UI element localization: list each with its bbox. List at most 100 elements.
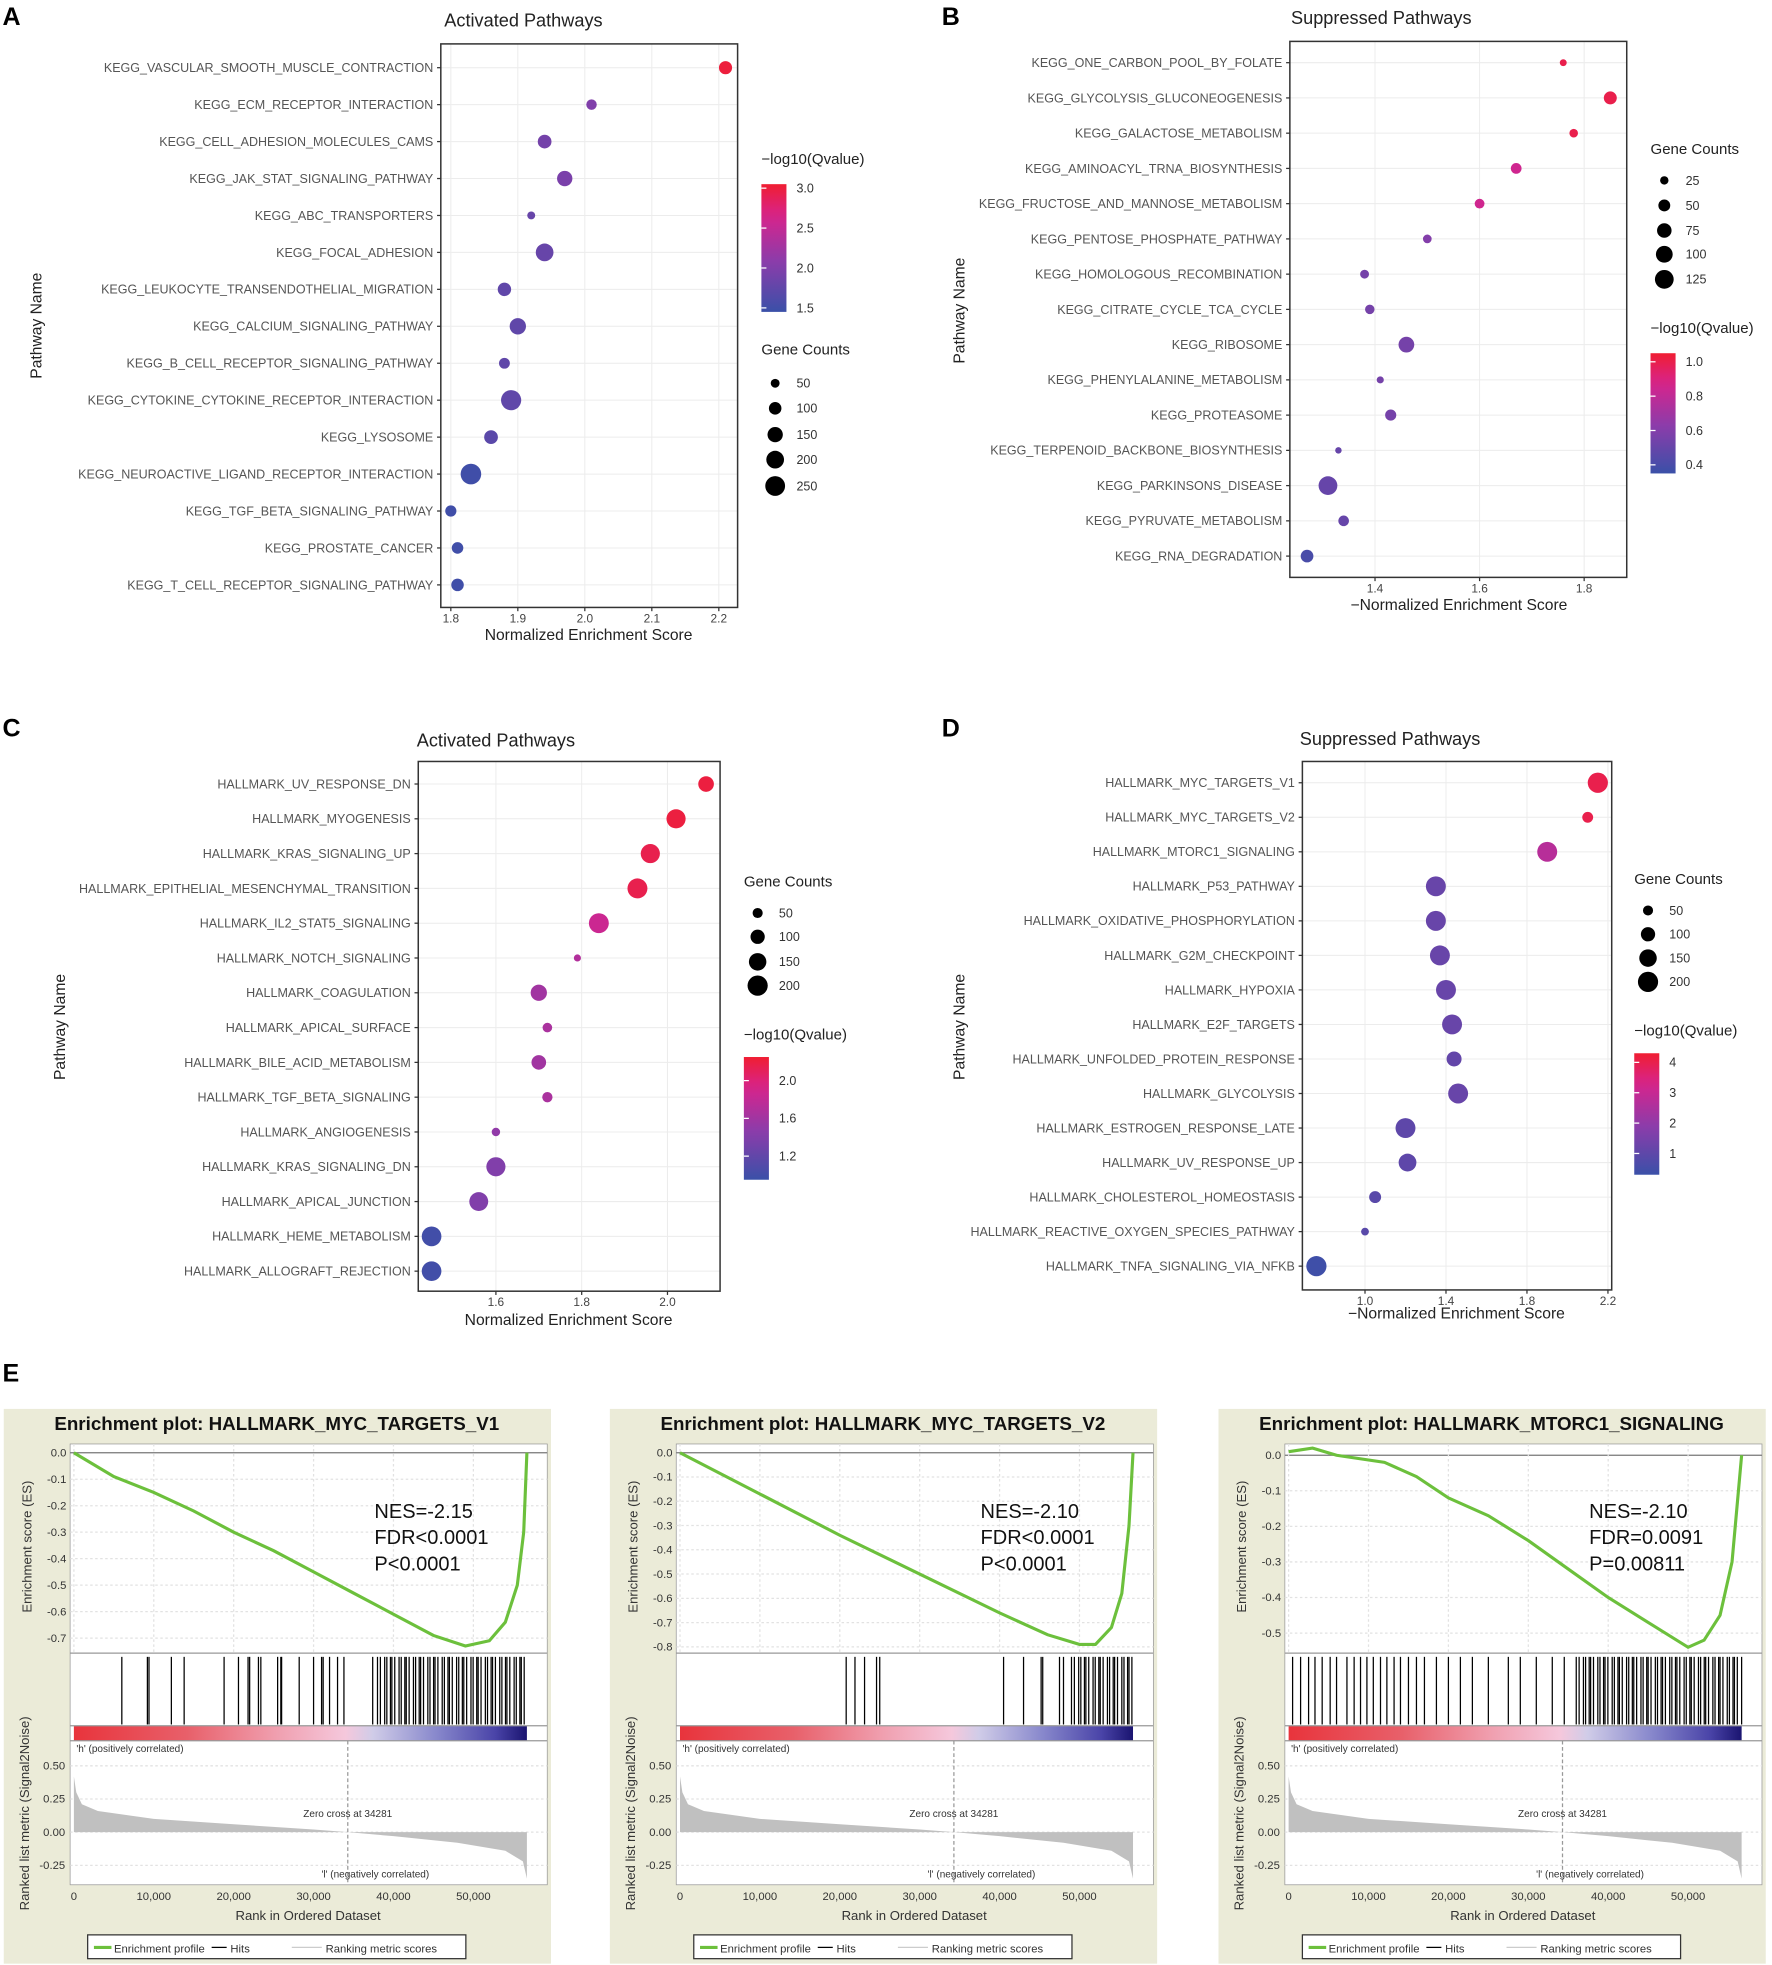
x-tick-label: 1.6: [488, 1295, 505, 1309]
pathway-dot: [1365, 304, 1375, 315]
legend-box: [87, 1934, 467, 1960]
pathway-label: HALLMARK_IL2_STAT5_SIGNALING: [200, 917, 411, 931]
pathway-dot: [497, 282, 512, 297]
pathway-label: HALLMARK_E2F_TARGETS: [1132, 1018, 1295, 1032]
metric-y-tick-label: 0.00: [43, 1827, 65, 1839]
pathway-dot: [1587, 772, 1608, 793]
pathway-dot: [1425, 910, 1446, 931]
fdr-annotation: FDR<0.0001: [981, 1527, 1095, 1549]
metric-y-axis-label: Ranked list metric (Signal2Noise): [17, 1716, 32, 1910]
negatively-correlated-label: 'l' (negatively correlated): [1536, 1869, 1644, 1880]
es-y-tick-label: -0.2: [653, 1496, 672, 1508]
size-legend-dot: [747, 975, 768, 996]
pathway-label: HALLMARK_REACTIVE_OXYGEN_SPECIES_PATHWAY: [971, 1225, 1296, 1239]
p-annotation: P<0.0001: [374, 1553, 460, 1575]
pathway-dot: [535, 243, 554, 262]
metric-y-tick-label: 0.00: [649, 1827, 671, 1839]
ranking-metric-area: [1288, 1776, 1742, 1879]
es-y-axis-label: Enrichment score (ES): [19, 1481, 34, 1613]
pathway-label: HALLMARK_KRAS_SIGNALING_UP: [203, 847, 411, 861]
hits: [845, 1656, 1133, 1725]
x-tick-label: 0: [677, 1891, 683, 1903]
x-tick-label: 40,000: [376, 1891, 410, 1903]
x-tick-label: 30,000: [296, 1891, 330, 1903]
legend: Enrichment profile Hits Ranking metric sco…: [87, 1934, 467, 1960]
x-tick-label: 1.4: [1438, 1294, 1455, 1308]
pathway-label: HALLMARK_MYOGENESIS: [252, 812, 411, 826]
ranking-metric-area: [679, 1776, 1134, 1879]
pathway-dot: [542, 1022, 553, 1033]
pathway-label: KEGG_NEUROACTIVE_LIGAND_RECEPTOR_INTERAC…: [78, 467, 433, 481]
hits: [121, 1656, 525, 1725]
metric-y-axis-label: Ranked list metric (Signal2Noise): [1232, 1716, 1247, 1910]
color-legend-label: 0.4: [1686, 458, 1703, 472]
color-legend-label: 4: [1669, 1056, 1676, 1070]
pathway-dot: [527, 211, 536, 220]
size-legend-label: 150: [796, 428, 817, 442]
size-legend-dot: [1654, 269, 1674, 289]
color-scale-bar: [1634, 1053, 1660, 1175]
x-tick-label: 1.8: [1519, 1294, 1536, 1308]
x-tick-label: 20,000: [823, 1891, 857, 1903]
color-legend-title: −log10(Qvalue): [744, 1026, 847, 1043]
es-y-tick-label: -0.1: [653, 1472, 672, 1484]
pathway-label: KEGG_ECM_RECEPTOR_INTERACTION: [194, 98, 433, 112]
size-legend-dot: [1637, 971, 1659, 992]
panel-label: C: [3, 714, 21, 742]
enrichment-profile-line: [679, 1451, 1135, 1646]
pathway-label: HALLMARK_COAGULATION: [246, 986, 411, 1000]
pathway-label: KEGG_GLYCOLYSIS_GLUCONEOGENESIS: [1028, 91, 1283, 105]
x-axis-label: Rank in Ordered Dataset: [1450, 1908, 1596, 1923]
pathway-label: KEGG_CALCIUM_SIGNALING_PATHWAY: [193, 320, 434, 334]
ranked-list-color-bar: [679, 1725, 1134, 1741]
pathway-dot: [1361, 1227, 1369, 1236]
pathway-label: HALLMARK_HYPOXIA: [1165, 983, 1296, 997]
x-tick-label: 1.0: [1357, 1294, 1374, 1308]
x-tick-label: 30,000: [1511, 1891, 1545, 1903]
pathway-label: KEGG_ONE_CARBON_POOL_BY_FOLATE: [1031, 56, 1282, 70]
pathway-label: HALLMARK_ANGIOGENESIS: [240, 1125, 410, 1139]
pathway-label: HALLMARK_GLYCOLYSIS: [1143, 1087, 1295, 1101]
pathway-label: KEGG_RNA_DEGRADATION: [1115, 549, 1282, 563]
es-y-tick-label: -0.1: [47, 1474, 66, 1486]
ranked-list-color-bar: [1288, 1725, 1742, 1741]
pathway-label: KEGG_PARKINSONS_DISEASE: [1097, 479, 1282, 493]
legend-label: Enrichment profile: [1329, 1943, 1420, 1955]
negatively-correlated-label: 'l' (negatively correlated): [928, 1869, 1036, 1880]
size-legend-dot: [1660, 176, 1669, 185]
x-tick-label: 0: [1285, 1891, 1291, 1903]
color-scale-bar: [1650, 353, 1676, 474]
legend: Enrichment profile Hits Ranking metric sco…: [1301, 1934, 1682, 1960]
chart-title: Suppressed Pathways: [1291, 8, 1472, 28]
x-tick-label: 20,000: [216, 1891, 250, 1903]
size-legend-dot: [767, 426, 783, 443]
zero-cross-label: Zero cross at 34281: [1518, 1809, 1607, 1820]
enrichment-plot-E2: Enrichment plot: HALLMARK_MYC_TARGETS_V2…: [609, 1408, 1158, 1964]
pathway-label: HALLMARK_G2M_CHECKPOINT: [1104, 949, 1295, 963]
enrichment-plot-E3: Enrichment plot: HALLMARK_MTORC1_SIGNALI…: [1218, 1408, 1766, 1964]
pathway-dot: [1306, 1256, 1327, 1277]
dotplot-D: 1.0 1.4 1.8 2.2 HALLMARK_MYC_TARGETS_V1 HALLM…: [951, 729, 1737, 1323]
x-tick-label: 1.8: [573, 1295, 590, 1309]
legend-label: Ranking metric scores: [1540, 1943, 1652, 1955]
metric-y-tick-label: 0.25: [649, 1794, 671, 1806]
pathway-dot: [445, 505, 457, 517]
x-tick-label: 10,000: [743, 1891, 777, 1903]
pathway-dot: [698, 776, 714, 792]
size-legend-label: 100: [779, 930, 800, 944]
plot-border: [440, 43, 739, 609]
pathway-dot: [1335, 447, 1342, 454]
pathway-dot: [451, 542, 464, 554]
pathway-dot: [1425, 876, 1446, 897]
pathway-dot: [1448, 1083, 1469, 1104]
pathway-label: HALLMARK_KRAS_SIGNALING_DN: [202, 1160, 411, 1174]
metric-y-tick-label: 0.50: [43, 1761, 65, 1773]
pathway-dot: [1318, 476, 1338, 495]
pathway-dot: [460, 463, 482, 485]
color-legend-title: −log10(Qvalue): [761, 151, 864, 168]
legend-box: [1301, 1934, 1682, 1960]
pathway-dot: [501, 390, 522, 411]
size-legend-label: 75: [1686, 224, 1700, 238]
metric-y-axis-label: Ranked list metric (Signal2Noise): [623, 1716, 638, 1910]
